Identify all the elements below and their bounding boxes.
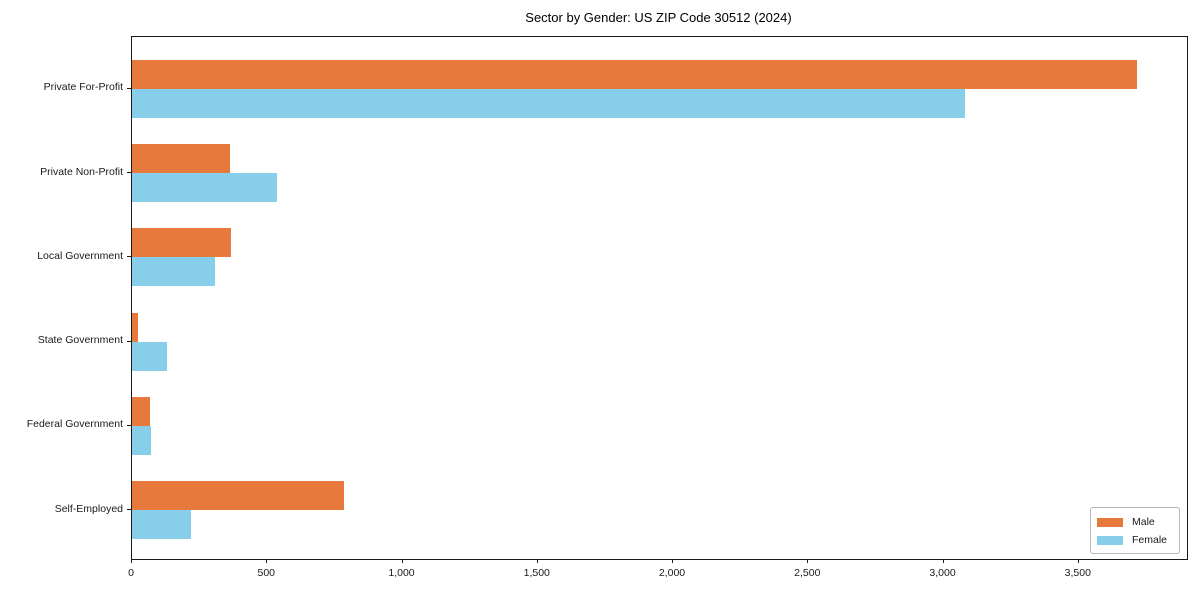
x-tick-mark	[131, 559, 133, 563]
x-tick-label: 1,500	[523, 567, 550, 579]
bar-female-4	[132, 341, 167, 371]
legend-label-male: Male	[1132, 516, 1155, 528]
bar-female-2	[132, 173, 277, 202]
plot-area	[131, 36, 1188, 560]
y-tick-mark	[127, 87, 131, 89]
bar-male-2	[132, 144, 231, 173]
x-tick-mark	[536, 559, 538, 563]
legend-item-female: Female	[1097, 532, 1179, 548]
y-tick-mark	[127, 509, 131, 511]
x-tick-mark	[266, 559, 268, 563]
bar-female-1	[132, 88, 966, 118]
x-tick-mark	[672, 559, 674, 563]
y-axis-label: Self-Employed	[54, 502, 123, 515]
x-tick-mark	[1077, 559, 1079, 563]
x-tick-label: 2,000	[658, 567, 686, 579]
y-tick-mark	[127, 172, 131, 174]
legend-item-male: Male	[1097, 514, 1179, 530]
legend-label-female: Female	[1132, 534, 1168, 546]
y-tick-mark	[127, 424, 131, 427]
x-tick-label: 1,000	[388, 567, 415, 579]
bar-female-3	[132, 257, 216, 287]
male-swatch-icon	[1097, 517, 1123, 527]
bar-male-5	[132, 396, 151, 426]
bar-male-6	[132, 481, 345, 511]
x-tick-label: 3,000	[929, 567, 956, 579]
chart-title: Sector by Gender: US ZIP Code 30512 (202…	[525, 10, 792, 25]
y-tick-mark	[127, 256, 131, 258]
bar-male-3	[132, 228, 231, 258]
y-axis-label: Federal Government	[26, 418, 123, 431]
x-tick-mark	[942, 559, 944, 563]
y-axis-label: Private For-Profit	[43, 81, 123, 94]
x-tick-label: 500	[257, 567, 276, 579]
y-axis-label: Local Government	[37, 249, 123, 262]
y-axis-label: Private Non-Profit	[40, 165, 123, 178]
bar-male-4	[132, 312, 138, 342]
y-axis-label: State Government	[37, 334, 123, 347]
female-swatch-icon	[1097, 535, 1123, 545]
bar-male-1	[132, 59, 1137, 89]
bar-female-6	[132, 510, 192, 540]
x-tick-mark	[807, 559, 809, 563]
x-tick-label: 2,500	[794, 567, 821, 579]
x-tick-mark	[401, 559, 403, 563]
x-tick-label: 0	[128, 567, 134, 579]
legend: Male Female	[1090, 507, 1180, 554]
bar-female-5	[132, 425, 151, 455]
x-tick-label: 3,500	[1064, 567, 1091, 579]
y-tick-mark	[127, 340, 131, 342]
